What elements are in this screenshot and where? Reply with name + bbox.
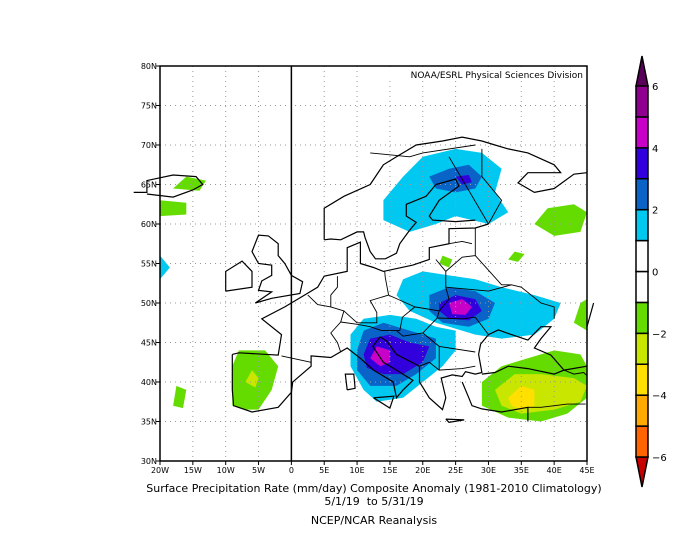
colorbar-max-arrow xyxy=(635,55,649,87)
country-border xyxy=(445,284,512,292)
y-tick-label: 45N xyxy=(141,339,157,348)
y-tick-label: 60N xyxy=(141,220,157,229)
anomaly-region xyxy=(508,385,535,410)
country-border xyxy=(481,148,503,225)
colorbar-segment xyxy=(635,116,649,149)
country-border xyxy=(563,369,588,377)
colorbar-label: 6 xyxy=(652,82,658,93)
country-border xyxy=(527,403,586,408)
y-tick-label: 35N xyxy=(141,418,157,427)
colorbar-label: 4 xyxy=(652,144,658,155)
anomaly-region xyxy=(573,299,587,331)
coastline xyxy=(373,395,395,410)
x-tick-label: 10W xyxy=(217,466,235,475)
anomaly-region xyxy=(173,176,206,191)
credit-label: NOAA/ESRL Physical Sciences Division xyxy=(411,71,583,81)
x-tick-label: 15W xyxy=(184,466,202,475)
y-tick-label: 55N xyxy=(141,260,157,269)
country-border xyxy=(330,276,338,307)
colorbar-segment xyxy=(635,394,649,427)
country-border xyxy=(419,361,440,371)
x-tick-label: 45E xyxy=(579,466,594,475)
colorbar-segment xyxy=(635,208,649,242)
colorbar-label: 2 xyxy=(652,206,658,217)
y-tick-label: 65N xyxy=(141,181,157,190)
country-border xyxy=(437,316,489,335)
y-tick-label: 80N xyxy=(141,62,157,71)
anomaly-region xyxy=(508,251,525,262)
colorbar-segment xyxy=(635,363,649,396)
colorbar-segment xyxy=(635,301,649,335)
country-border xyxy=(307,294,345,353)
country-border xyxy=(474,255,555,319)
y-tick-label: 70N xyxy=(141,141,157,150)
x-tick-label: 0 xyxy=(289,466,294,475)
x-tick-label: 40E xyxy=(547,466,562,475)
colorbar-segment xyxy=(635,425,649,458)
data-source: NCEP/NCAR Reanalysis xyxy=(311,514,437,527)
country-border xyxy=(388,294,416,308)
anomaly-region xyxy=(534,204,587,236)
x-tick-label: 30E xyxy=(481,466,496,475)
y-tick-label: 30N xyxy=(141,457,157,466)
colorbar-label: −4 xyxy=(652,391,667,402)
country-border xyxy=(438,346,476,371)
coastline xyxy=(445,418,465,423)
colorbar-segment xyxy=(635,239,649,273)
axis-ticks: 20W 15W 10W 5W 0 5E 10E 15E 20E 25E 30E 35E 40E 45E 30… xyxy=(141,62,595,475)
country-border xyxy=(340,306,440,337)
anomaly-region xyxy=(160,200,187,217)
gridlines xyxy=(160,66,587,461)
x-tick-label: 15E xyxy=(382,466,397,475)
x-tick-label: 20E xyxy=(415,466,430,475)
coastline xyxy=(344,373,356,391)
anomaly-region xyxy=(173,385,187,409)
colorbar-label: −2 xyxy=(652,329,667,340)
coastline xyxy=(586,302,595,327)
x-tick-label: 35E xyxy=(514,466,529,475)
colorbar-segment xyxy=(635,332,649,366)
colorbar-segment xyxy=(635,270,649,304)
x-tick-label: 5W xyxy=(252,466,265,475)
country-border xyxy=(448,156,489,225)
coastline xyxy=(563,365,588,371)
colorbar-label: 0 xyxy=(652,268,658,279)
colorbar-min-arrow xyxy=(635,456,649,488)
anomaly-region xyxy=(160,255,170,280)
colorbar-segment xyxy=(635,147,649,180)
coastline xyxy=(323,136,588,240)
x-tick-label: 25E xyxy=(448,466,463,475)
anomaly-region xyxy=(455,175,472,185)
coastline xyxy=(231,326,566,413)
anomaly-region xyxy=(245,370,259,388)
x-tick-label: 5E xyxy=(319,466,329,475)
colorbar-label: −6 xyxy=(652,453,667,464)
chart-title: Surface Precipitation Rate (mm/day) Comp… xyxy=(146,482,601,495)
y-tick-label: 75N xyxy=(141,102,157,111)
date-range: 5/1/19 to 5/31/19 xyxy=(324,495,423,508)
country-border xyxy=(448,240,473,245)
x-tick-label: 10E xyxy=(349,466,364,475)
colorbar-segment xyxy=(635,178,649,211)
coastline xyxy=(133,174,204,198)
country-border xyxy=(281,355,312,363)
country-border xyxy=(445,228,476,272)
y-tick-label: 40N xyxy=(141,378,157,387)
country-border xyxy=(370,144,476,158)
coastlines xyxy=(133,136,595,423)
colorbar: −6 −4 −2 0 2 4 6 xyxy=(635,55,667,488)
coastline xyxy=(251,234,304,304)
coastline xyxy=(324,178,476,260)
anomaly-region xyxy=(439,255,453,268)
anomaly-region xyxy=(449,299,472,315)
colorbar-segment xyxy=(635,85,649,118)
anomaly-fills xyxy=(160,148,587,422)
credit-box xyxy=(360,67,586,81)
x-tick-label: 20W xyxy=(151,466,169,475)
coastline xyxy=(232,223,489,356)
country-border xyxy=(343,271,390,324)
y-tick-label: 50N xyxy=(141,299,157,308)
coastline xyxy=(225,260,253,292)
